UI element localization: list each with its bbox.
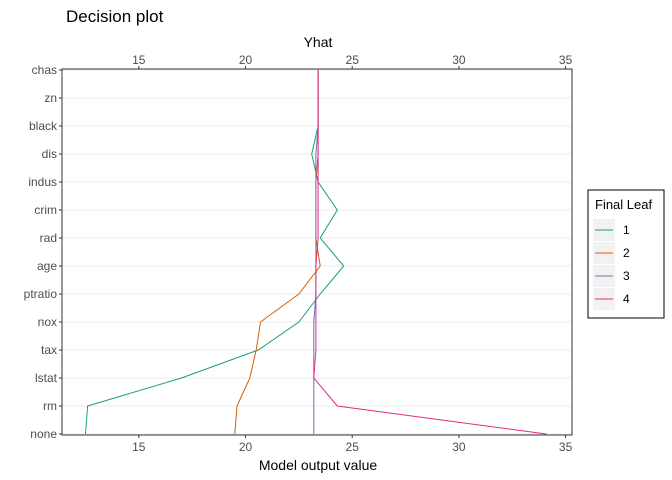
legend-label-3: 3 xyxy=(623,269,630,283)
x-tick-label-top-20: 20 xyxy=(239,53,253,67)
legend-label-4: 4 xyxy=(623,292,630,306)
x-tick-label-top-25: 25 xyxy=(346,53,360,67)
y-tick-label-chas: chas xyxy=(32,63,57,77)
y-tick-label-rm: rm xyxy=(43,399,57,413)
chart-title: Decision plot xyxy=(66,7,164,26)
y-tick-label-crim: crim xyxy=(34,203,57,217)
series-line-1 xyxy=(85,70,345,435)
x-tick-label-bottom-20: 20 xyxy=(239,440,253,454)
legend-label-2: 2 xyxy=(623,246,630,260)
axis-layer: none rm lstat tax nox ptratio age rad crim indus d… xyxy=(24,53,573,454)
grid-layer xyxy=(62,69,572,435)
y-tick-label-age: age xyxy=(37,259,57,273)
x-tick-label-bottom-35: 35 xyxy=(559,440,573,454)
x-tick-label-bottom-30: 30 xyxy=(452,440,466,454)
y-tick-label-nox: nox xyxy=(38,315,57,329)
series-line-2 xyxy=(234,70,321,435)
top-axis-title: Yhat xyxy=(304,34,333,50)
x-axis-title: Model output value xyxy=(259,457,378,473)
legend-label-1: 1 xyxy=(623,223,630,237)
x-tick-label-top-15: 15 xyxy=(132,53,146,67)
y-tick-label-rad: rad xyxy=(40,231,57,245)
y-tick-label-dis: dis xyxy=(42,147,57,161)
y-tick-label-zn: zn xyxy=(44,91,57,105)
y-tick-label-black: black xyxy=(29,119,58,133)
y-tick-label-tax: tax xyxy=(41,343,57,357)
x-tick-label-top-35: 35 xyxy=(559,53,573,67)
y-tick-label-lstat: lstat xyxy=(35,371,58,385)
y-tick-label-none: none xyxy=(30,427,57,441)
series-line-4 xyxy=(313,70,547,435)
x-tick-label-bottom-15: 15 xyxy=(132,440,146,454)
x-tick-label-bottom-25: 25 xyxy=(346,440,360,454)
legend: Final Leaf 1 2 3 4 xyxy=(587,189,665,319)
legend-title: Final Leaf xyxy=(595,197,652,212)
plot-panel-border xyxy=(61,68,573,436)
x-tick-label-top-30: 30 xyxy=(452,53,466,67)
y-tick-label-indus: indus xyxy=(28,175,57,189)
y-tick-label-ptratio: ptratio xyxy=(24,287,58,301)
series-layer xyxy=(85,70,547,435)
